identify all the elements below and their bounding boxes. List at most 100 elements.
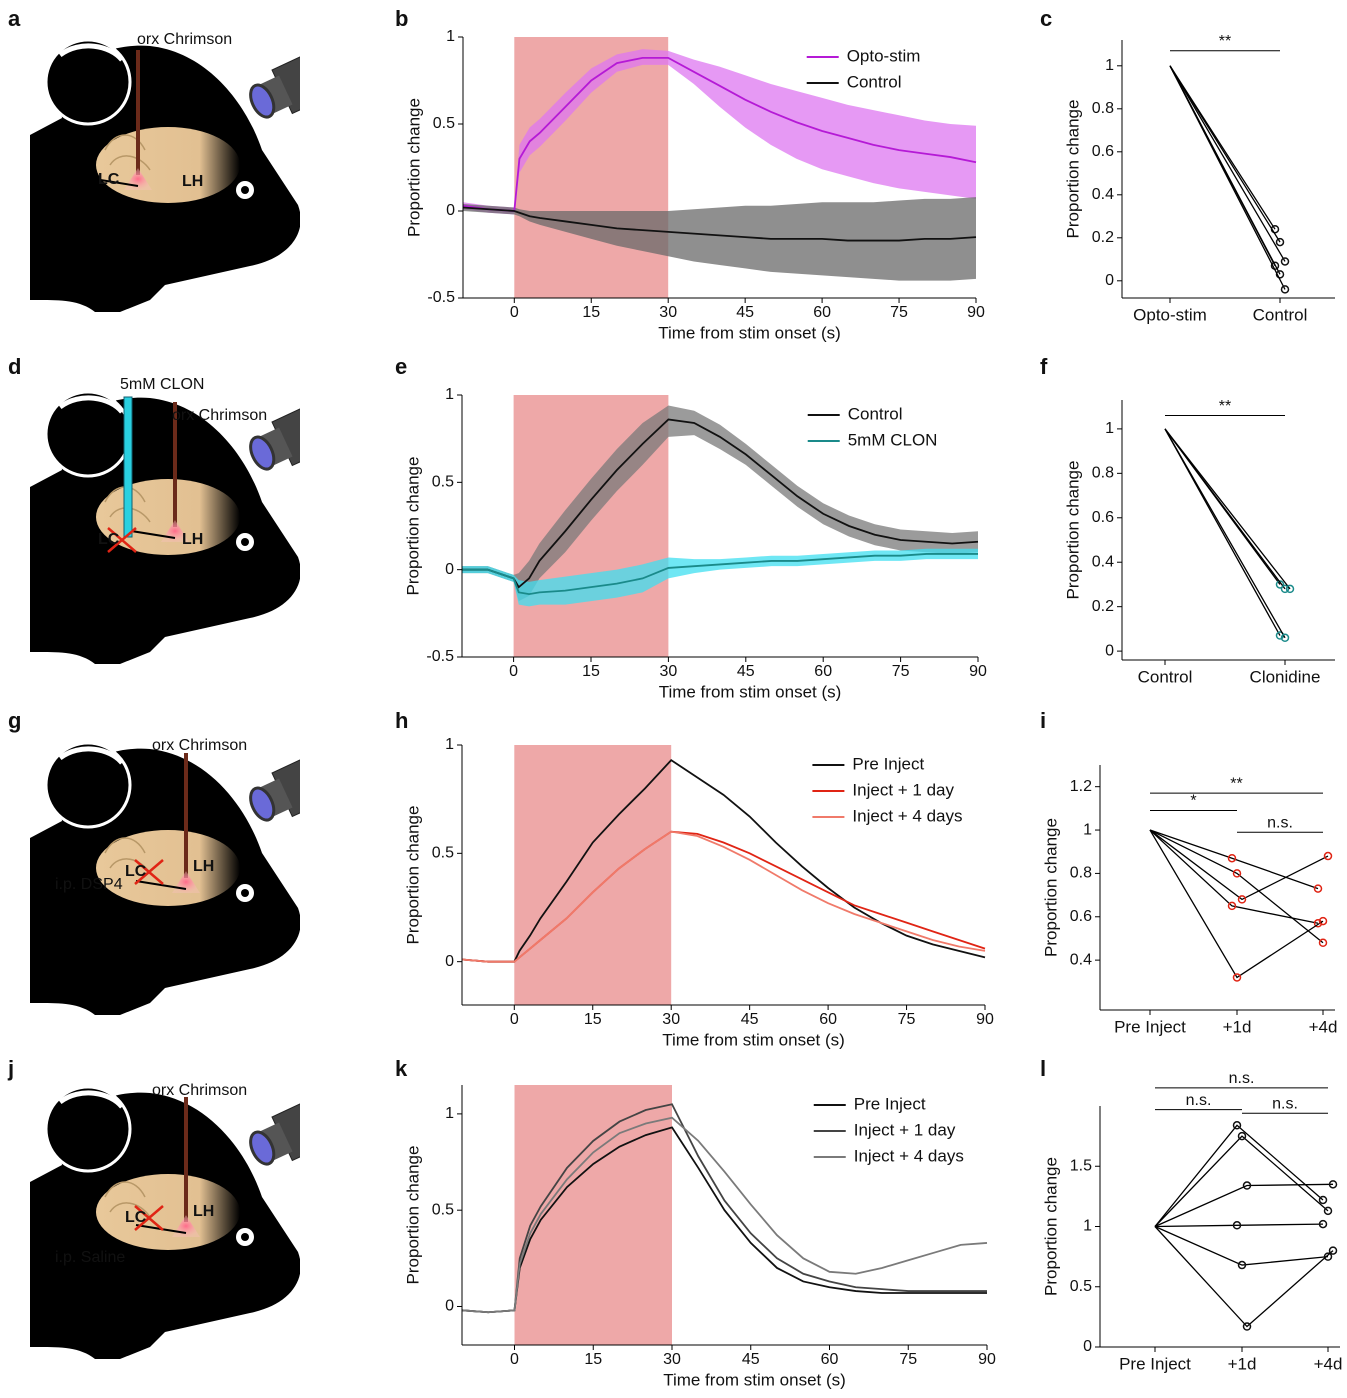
y-tick-label: 1 [445,736,454,753]
mouse-silhouette [30,392,356,664]
y-tick-label: 1 [1083,1218,1092,1235]
subject-point [1232,869,1242,878]
significance-label: ** [1230,775,1242,792]
subject-point [1227,901,1237,911]
subject-point [1275,270,1285,279]
lesion-cross [134,859,164,885]
significance-label: * [1190,793,1196,810]
legend-label: Pre Inject [854,1094,926,1113]
x-tick-label: 90 [978,1351,996,1368]
projection [87,177,139,187]
x-tick-label: Pre Inject [1119,1354,1191,1373]
mouse-illustration [30,1087,356,1359]
subject-line [1154,1225,1329,1266]
subject-point [1227,853,1237,863]
lesion-cross [107,527,137,553]
lesion-cross [134,1205,164,1231]
y-axis-label: Proportion change [403,457,422,596]
error-band [462,548,978,607]
subject-line [1154,1223,1324,1228]
panel-label: h [395,708,408,733]
x-tick-label: +1d [1223,1017,1252,1036]
y-tick-label: 0 [1105,272,1114,289]
y-tick-label: 0.5 [432,845,454,862]
x-axis-label: Time from stim onset (s) [662,1030,845,1049]
y-tick-label: 0.2 [1092,598,1114,615]
panel-label: d [8,354,21,379]
subject-line [1164,428,1286,639]
subject-point [1318,916,1328,926]
y-axis-label: Proportion change [1041,818,1060,957]
mouse-silhouette [30,1087,356,1359]
y-tick-label: 1 [445,386,454,403]
subject-line [1154,1124,1324,1227]
significance-label: n.s. [1186,1092,1212,1109]
legend-label: Inject + 1 day [854,1120,956,1139]
x-tick-label: Control [1253,305,1308,324]
x-tick-label: 30 [662,1011,680,1028]
x-tick-label: 15 [584,1351,602,1368]
y-tick-label: 0.4 [1092,186,1114,203]
x-tick-label: 60 [814,663,832,680]
x-tick-label: 30 [660,663,678,680]
subject-point [1323,1252,1333,1261]
panel-label: l [1040,1056,1046,1081]
region-label: LH [193,1203,214,1220]
projection [135,880,187,890]
x-tick-label: 60 [813,304,831,321]
subject-point [1237,1131,1247,1141]
x-tick-label: 45 [741,1011,759,1028]
subject-point [1313,884,1323,893]
subject-point [1280,285,1290,294]
x-tick-label: 15 [582,304,600,321]
subject-line [1154,1183,1334,1228]
x-tick-label: 90 [967,304,985,321]
subject-point [1323,851,1333,861]
legend-label: Opto-stim [847,46,921,65]
region-label: LH [182,173,203,190]
fiber-label: orx Chrimson [152,1082,247,1099]
y-tick-label: 0.5 [1070,1278,1092,1295]
x-tick-label: 0 [509,663,518,680]
y-tick-label: 1 [446,28,455,45]
x-tick-label: 90 [969,663,987,680]
x-tick-label: 75 [899,1351,917,1368]
subject-line [1154,1135,1329,1227]
subject-point [1285,584,1295,594]
mouse-illustration [30,392,356,664]
x-tick-label: 30 [659,304,677,321]
x-tick-label: 90 [976,1011,994,1028]
panel-label: e [395,354,407,379]
x-axis-label: Time from stim onset (s) [663,1370,846,1389]
panel-label: g [8,708,21,733]
panel-label: c [1040,6,1052,31]
error-band [463,197,976,281]
x-tick-label: 75 [890,304,908,321]
y-axis-label: Proportion change [1063,100,1082,239]
subject-line [1169,65,1286,262]
x-tick-label: 75 [892,663,910,680]
y-tick-label: 0.4 [1092,553,1114,570]
y-tick-label: 0 [445,953,454,970]
panel-label: f [1040,354,1048,379]
subject-point [1275,580,1285,589]
y-tick-label: 0.6 [1070,908,1092,925]
x-tick-label: 60 [819,1011,837,1028]
legend-label: Inject + 4 days [854,1146,964,1165]
x-tick-label: 60 [821,1351,839,1368]
subject-point [1275,237,1285,247]
fiber-label: orx Chrimson [137,31,232,48]
subject-point [1323,1206,1333,1216]
treatment-label: i.p. Saline [55,1249,125,1266]
subject-point [1328,1246,1338,1255]
subject-point [1232,1221,1242,1230]
data-line [462,56,977,212]
x-tick-label: 0 [510,304,519,321]
y-tick-label: -0.5 [426,648,454,665]
panel-label: j [7,1056,14,1081]
x-tick-label: Opto-stim [1133,305,1207,324]
subject-line [1149,829,1324,979]
region-label: LC [98,531,120,548]
fiber-label: orx Chrimson [152,737,247,754]
